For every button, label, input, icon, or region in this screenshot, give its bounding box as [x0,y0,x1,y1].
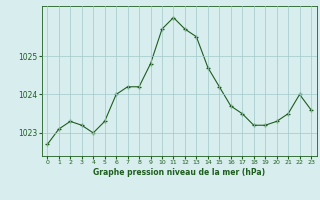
X-axis label: Graphe pression niveau de la mer (hPa): Graphe pression niveau de la mer (hPa) [93,168,265,177]
